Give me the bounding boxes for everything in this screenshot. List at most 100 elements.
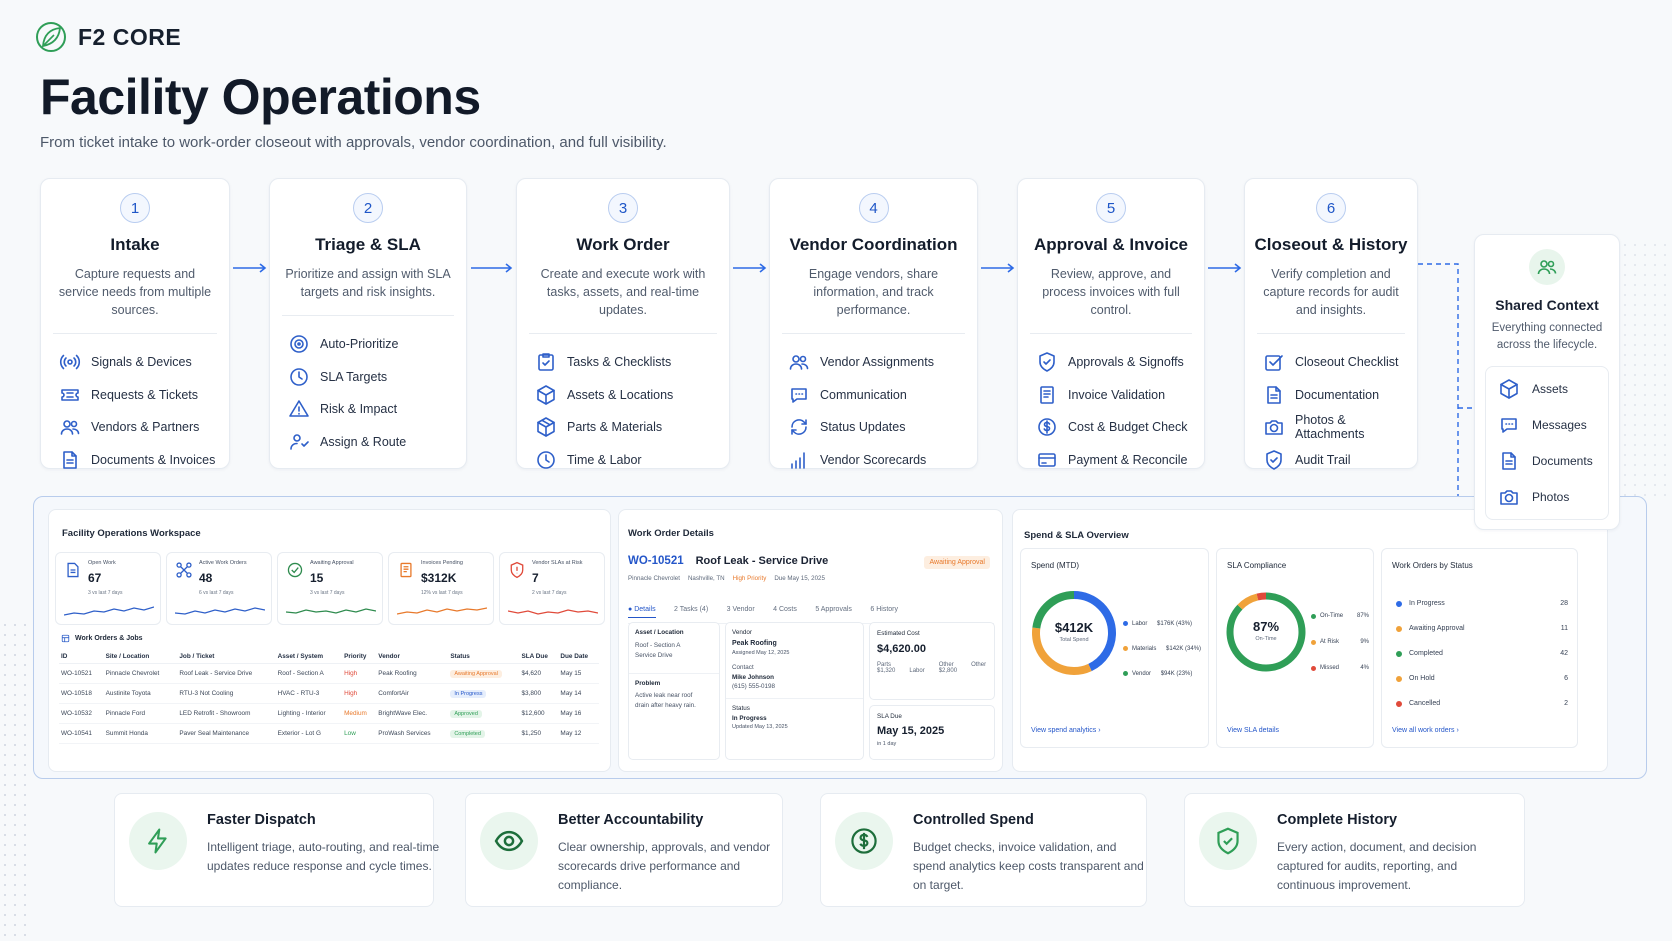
status-label: Completed <box>1409 650 1443 657</box>
step-item[interactable]: Parts & Materials <box>535 411 729 444</box>
wo-id[interactable]: WO-10521 <box>628 555 684 567</box>
shared-item-assets[interactable]: Assets <box>1486 371 1608 407</box>
view-all-work-orders-link[interactable]: View all work orders › <box>1392 727 1459 734</box>
step-item[interactable]: Requests & Tickets <box>59 379 229 412</box>
sparkline <box>397 607 487 615</box>
step-item[interactable]: Vendor Assignments <box>788 346 977 379</box>
cell: LED Retrofit - Showroom <box>177 703 276 724</box>
tab-vendor[interactable]: 3 Vendor <box>726 606 755 613</box>
step-item[interactable]: Documentation <box>1263 379 1417 412</box>
status-row[interactable]: On Hold 6 <box>1396 666 1568 691</box>
step-item[interactable]: Invoice Validation <box>1036 379 1204 412</box>
kpi-active-work-orders[interactable]: Active Work Orders 48 6 vs last 7 days <box>166 552 272 625</box>
cell: RTU-3 Not Cooling <box>177 683 276 704</box>
status-row[interactable]: Completed 42 <box>1396 641 1568 666</box>
lightning-icon <box>129 812 187 870</box>
kpi-open-work[interactable]: Open Work 67 3 vs last 7 days <box>55 552 161 625</box>
benefit-card-complete-history: Complete History Every action, document,… <box>1184 793 1525 907</box>
col-header[interactable]: ID <box>59 650 104 664</box>
document-icon <box>67 562 79 578</box>
contact-phone[interactable]: (615) 555-0198 <box>732 683 776 690</box>
step-item[interactable]: Vendor Scorecards <box>788 444 977 477</box>
step-item[interactable]: Audit Trail <box>1263 444 1417 477</box>
step-card-closeout-history[interactable]: 6 Closeout & History Verify completion a… <box>1244 178 1418 470</box>
wo-id-link[interactable]: WO-10532 <box>59 703 104 724</box>
table-row[interactable]: WO-10521 Pinnacle Chevrolet Roof Leak - … <box>59 663 599 684</box>
tab-history[interactable]: 6 History <box>870 606 898 613</box>
table-row[interactable]: WO-10532 Pinnacle Ford LED Retrofit - Sh… <box>59 703 599 724</box>
step-item[interactable]: Payment & Reconcile <box>1036 444 1204 477</box>
status-row[interactable]: Awaiting Approval 11 <box>1396 616 1568 641</box>
priority-cell: High <box>342 683 377 704</box>
sla-box: SLA Due May 15, 2025 in 1 day <box>869 705 995 760</box>
step-item[interactable]: Assign & Route <box>288 426 466 459</box>
cell: HVAC - RTU-3 <box>275 683 343 704</box>
shared-context-card[interactable]: Shared Context Everything connected acro… <box>1474 234 1620 530</box>
step-item[interactable]: Tasks & Checklists <box>535 346 729 379</box>
step-item[interactable]: SLA Targets <box>288 361 466 394</box>
sla-value: May 15, 2025 <box>877 725 945 737</box>
step-card-vendor-coordination[interactable]: 4 Vendor Coordination Engage vendors, sh… <box>769 178 978 469</box>
legend-value: 87% <box>1356 613 1369 619</box>
tab-tasks[interactable]: 2 Tasks (4) <box>674 606 709 613</box>
step-card-triage[interactable]: 2 Triage & SLA Prioritize and assign wit… <box>269 178 467 469</box>
step-item[interactable]: Risk & Impact <box>288 393 466 426</box>
col-header[interactable]: Asset / System <box>275 650 343 664</box>
wo-priority: High Priority <box>732 575 767 582</box>
step-item[interactable]: Communication <box>788 379 977 412</box>
camera-icon <box>1500 490 1518 505</box>
step-item[interactable]: Signals & Devices <box>59 346 229 379</box>
wo-id-link[interactable]: WO-10521 <box>59 663 104 684</box>
status-badge: In Progress <box>450 689 487 698</box>
step-item[interactable]: Time & Labor <box>535 444 729 477</box>
status-dot <box>1396 600 1402 607</box>
kpi-vendor-slas-at-risk[interactable]: Vendor SLAs at Risk 7 2 vs last 7 days <box>499 552 605 625</box>
step-item[interactable]: Assets & Locations <box>535 379 729 412</box>
step-card-approval-invoice[interactable]: 5 Approval & Invoice Review, approve, an… <box>1017 178 1205 469</box>
sla-legend: On-Time 87% At Risk 9% Missed 4% <box>1311 603 1369 681</box>
tab-costs[interactable]: 4 Costs <box>773 606 797 613</box>
col-header[interactable]: Site / Location <box>103 650 178 664</box>
col-header[interactable]: Vendor <box>376 650 449 664</box>
vendor-value[interactable]: Peak Roofing <box>732 640 777 647</box>
col-header[interactable]: SLA Due <box>519 650 559 664</box>
brand[interactable]: F2 CORE <box>34 20 181 54</box>
step-item[interactable]: Status Updates <box>788 411 977 444</box>
table-row[interactable]: WO-10541 Summit Honda Paver Seal Mainten… <box>59 723 599 744</box>
step-item[interactable]: Photos & Attachments <box>1263 411 1417 444</box>
step-item[interactable]: Cost & Budget Check <box>1036 411 1204 444</box>
tab-approvals[interactable]: 5 Approvals <box>815 606 852 613</box>
step-card-work-order[interactable]: 3 Work Order Create and execute work wit… <box>516 178 730 469</box>
warning-icon <box>289 400 309 418</box>
sla-donut <box>1226 592 1306 672</box>
col-header[interactable]: Due Date <box>558 650 599 664</box>
step-item[interactable]: Auto-Prioritize <box>288 328 466 361</box>
wo-id-link[interactable]: WO-10541 <box>59 723 104 744</box>
table-row[interactable]: WO-10518 Austinite Toyota RTU-3 Not Cool… <box>59 683 599 704</box>
kpi-awaiting-approval[interactable]: Awaiting Approval 15 3 vs last 7 days <box>277 552 383 625</box>
step-item-label: Cost & Budget Check <box>1068 420 1188 435</box>
shared-item-photos[interactable]: Photos <box>1486 479 1608 515</box>
col-header[interactable]: Priority <box>342 650 377 664</box>
shield-check-icon <box>1266 449 1282 470</box>
wo-site: Pinnacle Chevrolet <box>628 575 680 582</box>
step-card-intake[interactable]: 1 Intake Capture requests and service ne… <box>40 178 230 469</box>
step-item[interactable]: Vendors & Partners <box>59 411 229 444</box>
view-sla-details-link[interactable]: View SLA details <box>1227 727 1280 734</box>
view-spend-analytics-link[interactable]: View spend analytics › <box>1031 727 1101 734</box>
shared-item-messages[interactable]: Messages <box>1486 407 1608 443</box>
kpi-invoices-pending[interactable]: Invoices Pending $312K 12% vs last 7 day… <box>388 552 494 625</box>
status-row[interactable]: In Progress 28 <box>1396 591 1568 616</box>
step-item[interactable]: Documents & Invoices <box>59 444 229 477</box>
kpi-delta: 3 vs last 7 days <box>88 590 123 596</box>
step-item[interactable]: Closeout Checklist <box>1263 346 1417 379</box>
cost-value: $4,620.00 <box>877 643 926 655</box>
tab-details[interactable]: ● Details <box>628 606 656 618</box>
col-header[interactable]: Job / Ticket <box>177 650 276 664</box>
step-item[interactable]: Approvals & Signoffs <box>1036 346 1204 379</box>
step-item-label: Invoice Validation <box>1068 387 1166 402</box>
wo-id-link[interactable]: WO-10518 <box>59 683 104 704</box>
status-row[interactable]: Cancelled 2 <box>1396 691 1568 716</box>
shared-item-documents[interactable]: Documents <box>1486 443 1608 479</box>
col-header[interactable]: Status <box>448 650 520 664</box>
